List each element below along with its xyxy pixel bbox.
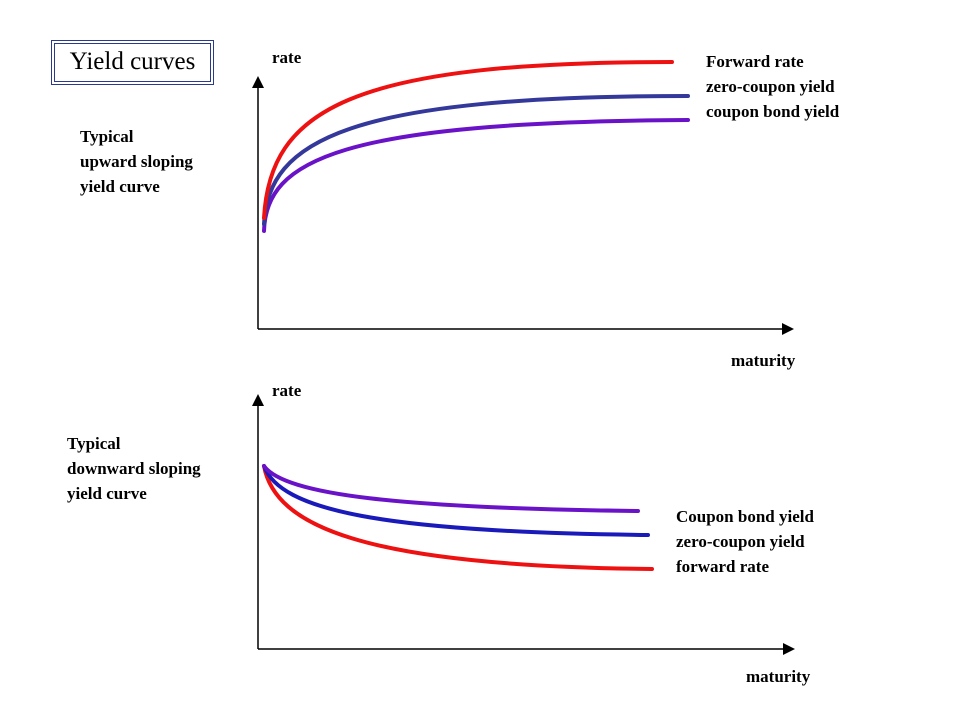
top-x-axis-label: maturity bbox=[731, 351, 796, 370]
bottom-y-axis-label: rate bbox=[272, 381, 302, 400]
top-legend-forward-rate: Forward rate bbox=[706, 52, 804, 71]
top-coupon-bond-yield-curve bbox=[262, 118, 690, 233]
top-description: Typical upward sloping yield curve bbox=[80, 124, 193, 199]
top-legend: Forward rate zero-coupon yield coupon bo… bbox=[706, 49, 839, 124]
bottom-legend-forward-rate: forward rate bbox=[676, 557, 769, 576]
bottom-description: Typical downward sloping yield curve bbox=[67, 431, 201, 506]
bottom-coupon-bond-yield-curve bbox=[262, 464, 640, 513]
bottom-legend: Coupon bond yield zero-coupon yield forw… bbox=[676, 504, 814, 579]
top-y-axis-label: rate bbox=[272, 48, 302, 67]
top-description-line: yield curve bbox=[80, 177, 160, 196]
bottom-description-line: downward sloping bbox=[67, 459, 201, 478]
top-legend-zero-coupon-yield: zero-coupon yield bbox=[706, 77, 835, 96]
page-title: Yield curves bbox=[69, 47, 196, 75]
bottom-legend-zero-coupon-yield: zero-coupon yield bbox=[676, 532, 805, 551]
bottom-description-line: yield curve bbox=[67, 484, 147, 503]
bottom-zero-coupon-yield-curve bbox=[262, 464, 650, 537]
bottom-description-line: Typical bbox=[67, 434, 121, 453]
bottom-x-axis-label: maturity bbox=[746, 667, 811, 686]
top-legend-coupon-bond-yield: coupon bond yield bbox=[706, 102, 840, 121]
top-description-line: Typical bbox=[80, 127, 134, 146]
title-box: Yield curves bbox=[51, 40, 214, 85]
top-zero-coupon-yield-curve bbox=[262, 94, 690, 226]
bottom-legend-coupon-bond-yield: Coupon bond yield bbox=[676, 507, 814, 526]
bottom-forward-rate-curve bbox=[262, 464, 654, 571]
top-description-line: upward sloping bbox=[80, 152, 193, 171]
top-forward-rate-curve bbox=[262, 60, 674, 220]
